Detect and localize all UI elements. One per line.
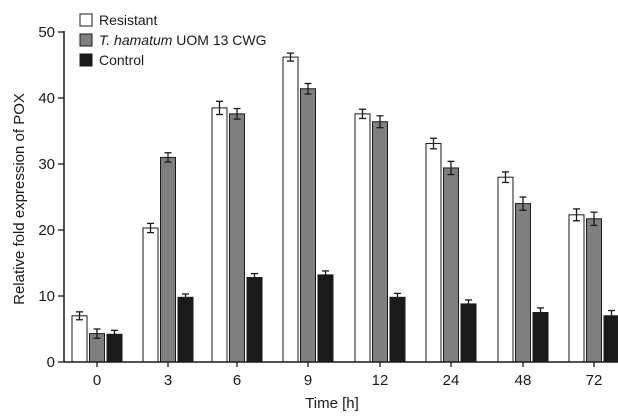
bar-control-48 — [532, 312, 549, 363]
legend-label-control: Control — [99, 52, 144, 68]
bar-resistant-0 — [71, 315, 88, 363]
y-tick-label-30: 30 — [38, 156, 55, 173]
bar-resistant-24 — [425, 143, 442, 363]
error-bar-resistant-12 — [359, 108, 366, 120]
error-bar-control-48 — [537, 307, 544, 318]
x-tick-label-12: 12 — [372, 372, 389, 389]
bar-resistant-72 — [568, 214, 585, 363]
legend-swatch-control — [79, 53, 93, 67]
x-tick-label-24: 24 — [443, 372, 460, 389]
bar-control-6 — [246, 277, 263, 363]
bar-t-hamatum-24 — [443, 167, 459, 363]
bar-t-hamatum-48 — [515, 203, 531, 363]
error-bar-t-hamatum-12 — [376, 115, 384, 129]
error-bar-control-24 — [465, 299, 472, 309]
bar-t-hamatum-12 — [372, 121, 388, 363]
error-bar-control-9 — [322, 270, 329, 280]
legend-label-resistant: Resistant — [99, 12, 157, 28]
error-bar-resistant-9 — [287, 52, 294, 62]
y-axis-title: Relative fold expression of POX — [11, 93, 28, 305]
y-tick-label-10: 10 — [38, 288, 55, 305]
error-bar-t-hamatum-6 — [233, 107, 241, 120]
x-tick-label-6: 6 — [233, 372, 241, 389]
legend: Resistant T. hamatum UOM 13 CWG Control — [79, 12, 267, 68]
error-bar-control-0 — [111, 329, 118, 339]
legend-swatch-resistant — [79, 13, 93, 27]
bar-control-24 — [460, 303, 477, 363]
error-bar-resistant-6 — [216, 100, 223, 116]
x-tick-label-72: 72 — [586, 372, 603, 389]
error-bar-t-hamatum-9 — [304, 82, 312, 95]
y-tick-label-0: 0 — [47, 354, 55, 371]
error-bar-resistant-0 — [76, 311, 83, 321]
bar-t-hamatum-3 — [160, 156, 176, 363]
x-tick-label-9: 9 — [304, 372, 312, 389]
axes: 0 3 6 9 12 24 48 72 0 10 20 30 40 50 — [38, 24, 618, 389]
bar-control-9 — [317, 274, 334, 363]
error-bar-t-hamatum-0 — [93, 328, 101, 339]
legend-label-t-hamatum-rest: UOM 13 CWG — [172, 32, 266, 48]
error-bar-resistant-48 — [502, 171, 509, 184]
legend-label-t-hamatum-italic: T. hamatum — [99, 32, 173, 48]
y-tick-label-20: 20 — [38, 222, 55, 239]
error-bar-control-12 — [394, 292, 401, 302]
error-bar-control-72 — [608, 309, 615, 322]
error-bar-t-hamatum-24 — [447, 160, 455, 176]
error-bar-control-6 — [251, 272, 258, 283]
bar-resistant-12 — [354, 113, 371, 363]
error-bar-resistant-72 — [573, 208, 580, 222]
error-bar-t-hamatum-48 — [519, 196, 527, 211]
y-tick-label-50: 50 — [38, 24, 55, 41]
error-bar-resistant-3 — [147, 222, 154, 234]
x-tick-label-0: 0 — [93, 372, 101, 389]
x-tick-label-3: 3 — [164, 372, 172, 389]
plot-area — [71, 52, 618, 363]
bar-t-hamatum-6 — [229, 113, 245, 363]
legend-swatch-t-hamatum — [79, 33, 93, 47]
x-tick-label-48: 48 — [515, 372, 532, 389]
bar-resistant-9 — [282, 56, 299, 363]
bar-t-hamatum-9 — [300, 88, 316, 363]
bar-resistant-6 — [211, 107, 228, 363]
error-bar-t-hamatum-72 — [590, 211, 598, 227]
bar-t-hamatum-72 — [586, 218, 602, 363]
bar-control-12 — [389, 296, 406, 363]
bar-resistant-3 — [142, 227, 159, 363]
bar-control-3 — [177, 296, 194, 363]
y-tick-label-40: 40 — [38, 90, 55, 107]
error-bar-resistant-24 — [430, 137, 437, 150]
error-bar-t-hamatum-3 — [164, 152, 172, 163]
bar-resistant-48 — [497, 176, 514, 363]
bar-control-72 — [603, 315, 618, 363]
error-bar-control-3 — [182, 293, 189, 302]
x-axis-title: Time [h] — [305, 395, 359, 412]
legend-label-t-hamatum: T. hamatum UOM 13 CWG — [99, 32, 267, 48]
